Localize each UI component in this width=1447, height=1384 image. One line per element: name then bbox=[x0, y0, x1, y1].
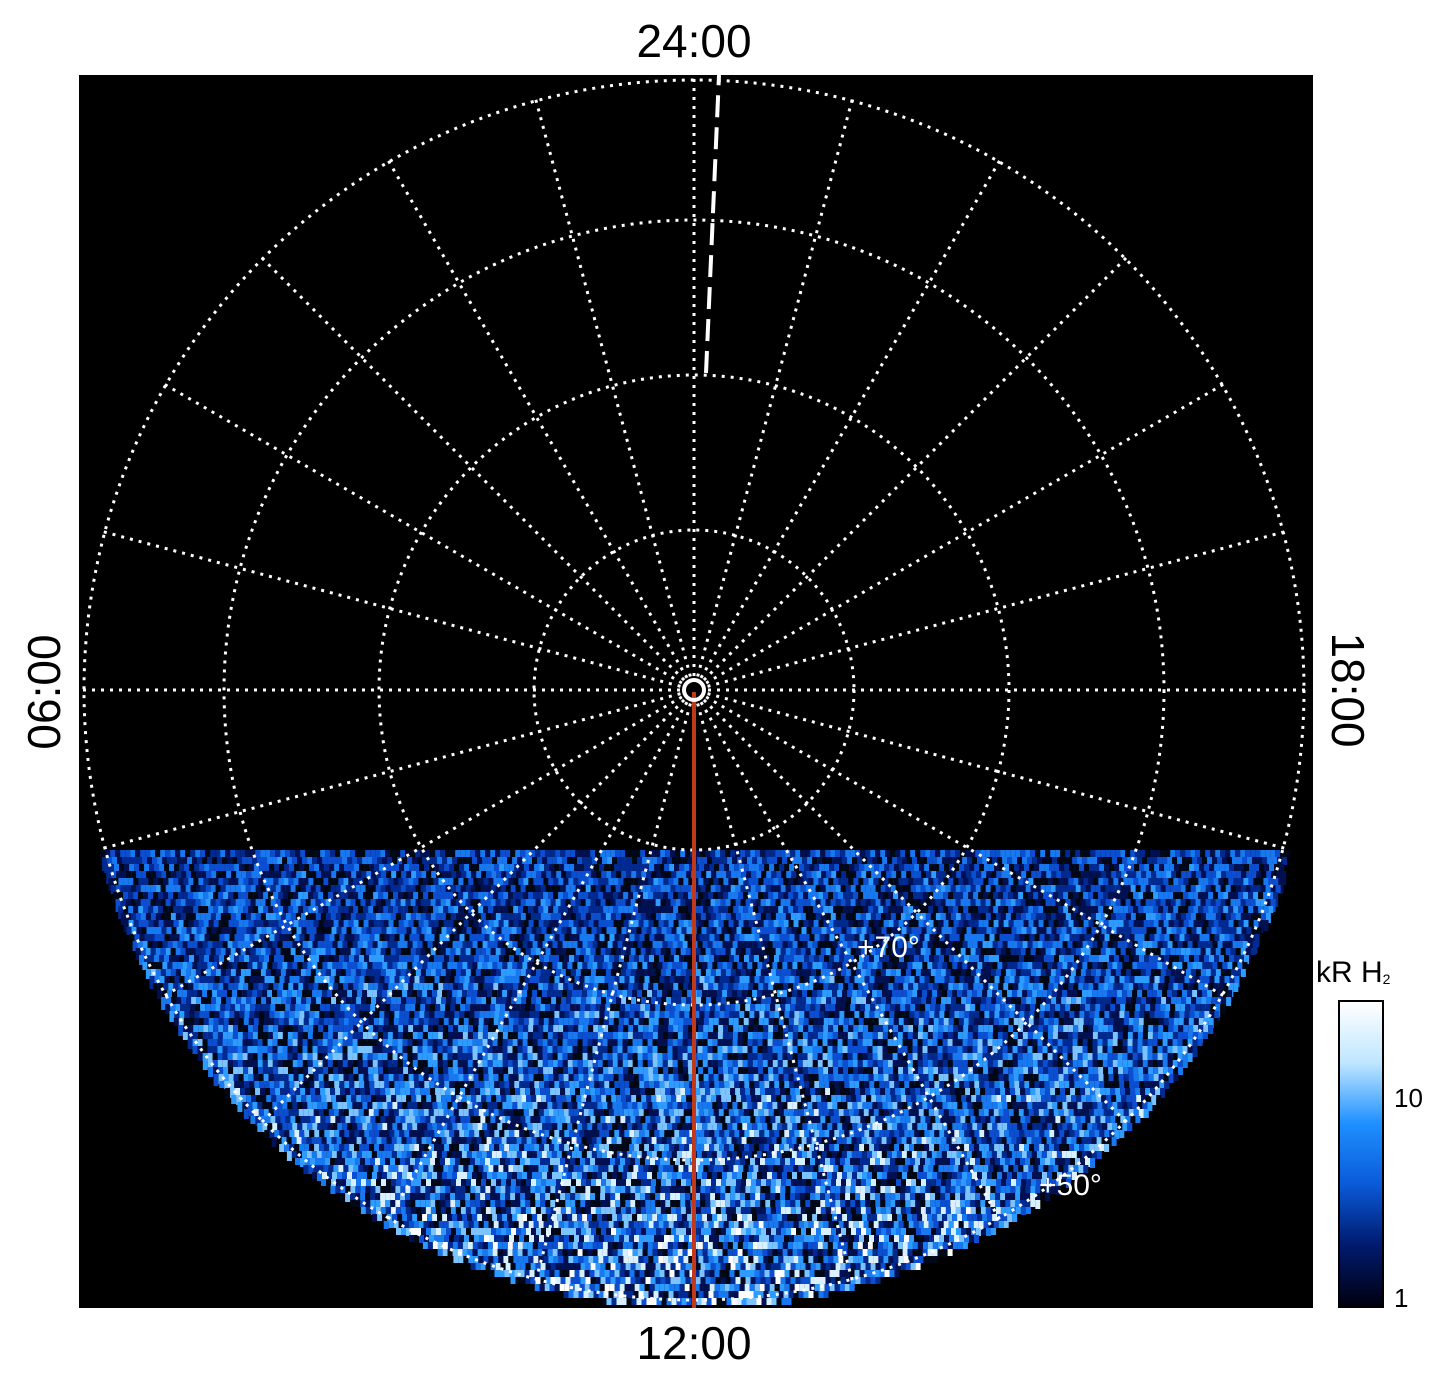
meridian-line bbox=[102, 692, 681, 850]
meridian-line bbox=[702, 698, 1128, 1124]
meridian-line bbox=[702, 256, 1128, 682]
latitude-label-70: +70° bbox=[857, 931, 920, 964]
latitude-label-50: +50° bbox=[1039, 1169, 1102, 1202]
auroral-emission-layer bbox=[100, 850, 1291, 1305]
meridian-line bbox=[163, 695, 683, 998]
polar-projection-plot: +70° +50° bbox=[79, 75, 1313, 1308]
label-12-00: 12:00 bbox=[636, 1317, 752, 1369]
meridian-line bbox=[696, 98, 854, 677]
meridian-line bbox=[534, 703, 692, 1282]
meridian-line bbox=[260, 698, 686, 1124]
polar-svg: +70° +50° bbox=[82, 75, 1306, 1308]
latitude-longitude-grid bbox=[82, 78, 1306, 1302]
meridian-line bbox=[102, 530, 681, 688]
meridian-line bbox=[699, 159, 1002, 679]
colorbar-title: kR H2 bbox=[1316, 956, 1391, 989]
meridian-line bbox=[707, 692, 1286, 850]
pole-marker bbox=[682, 678, 706, 702]
meridian-line bbox=[534, 98, 692, 677]
meridian-line bbox=[699, 701, 1002, 1221]
label-06-00: 06:00 bbox=[18, 634, 70, 750]
meridian-line bbox=[163, 382, 683, 685]
meridian-line bbox=[705, 382, 1225, 685]
meridian-line bbox=[260, 256, 686, 682]
colorbar bbox=[1338, 1000, 1384, 1308]
meridian-line bbox=[386, 701, 689, 1221]
meridian-line bbox=[696, 703, 854, 1282]
colorbar-tick-1: 1 bbox=[1394, 1283, 1409, 1313]
meridian-line bbox=[705, 695, 1225, 998]
label-18-00: 18:00 bbox=[1322, 632, 1374, 748]
latitude-circle bbox=[377, 373, 1011, 1007]
midnight-dashed-line bbox=[704, 75, 721, 374]
meridian-line bbox=[386, 159, 689, 679]
meridian-line bbox=[707, 530, 1286, 688]
colorbar-tick-10: 10 bbox=[1394, 1083, 1423, 1113]
label-24-00: 24:00 bbox=[636, 15, 752, 67]
